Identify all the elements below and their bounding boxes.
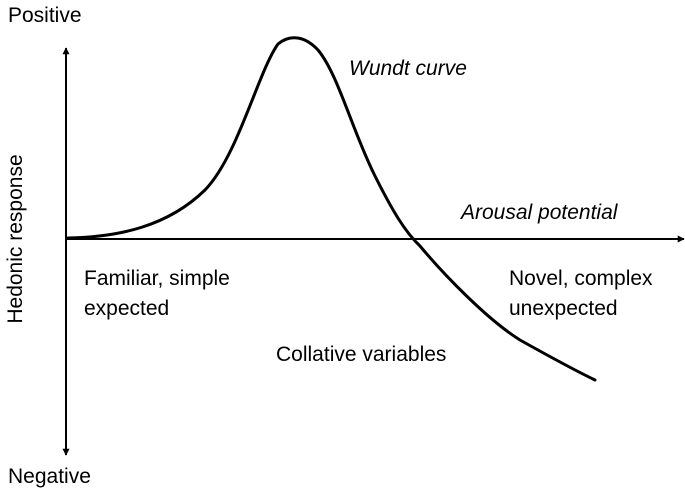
y-positive-label: Positive — [8, 4, 82, 27]
right-end-label-line2: unexpected — [509, 297, 618, 320]
collative-variables-label: Collative variables — [276, 343, 446, 366]
left-end-label-line1: Familiar, simple — [84, 267, 230, 290]
x-axis-label: Arousal potential — [459, 201, 619, 224]
left-end-label-line2: expected — [84, 297, 169, 320]
y-axis-label: Hedonic response — [4, 154, 27, 323]
right-end-label-line1: Novel, complex — [509, 267, 653, 290]
y-negative-label: Negative — [8, 465, 91, 488]
wundt-curve-line — [66, 36, 597, 382]
curve-label: Wundt curve — [349, 57, 467, 80]
